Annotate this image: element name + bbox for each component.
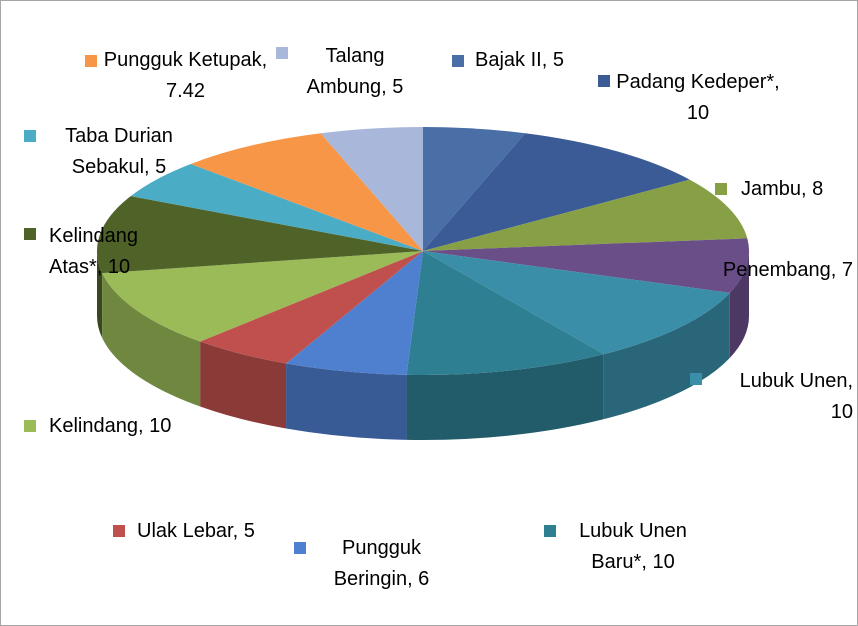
slice-side bbox=[97, 251, 103, 339]
slice bbox=[423, 179, 748, 251]
data-label: Kelindang, 10 bbox=[49, 415, 172, 437]
legend-marker bbox=[24, 130, 36, 142]
data-label: Pungguk Beringin, 6 bbox=[333, 537, 430, 590]
legend-marker bbox=[544, 525, 556, 537]
data-label: Penembang, 7 bbox=[722, 259, 853, 281]
slice-side bbox=[406, 354, 604, 440]
legend-marker bbox=[113, 525, 125, 537]
slice bbox=[423, 251, 730, 355]
legend-marker bbox=[452, 55, 464, 67]
data-label: Jambu, 8 bbox=[741, 178, 824, 200]
slice bbox=[423, 127, 526, 251]
slice bbox=[406, 251, 604, 375]
legend-marker bbox=[24, 228, 36, 240]
legend-marker bbox=[294, 542, 306, 554]
slice bbox=[130, 163, 423, 251]
legend-marker bbox=[690, 373, 702, 385]
slice bbox=[286, 251, 423, 375]
data-label: Taba Durian Sebakul, 5 bbox=[65, 125, 173, 178]
slice bbox=[102, 251, 423, 342]
legend-marker bbox=[276, 47, 288, 59]
slice-side bbox=[603, 292, 730, 420]
data-label: Ulak Lebar, 5 bbox=[137, 520, 255, 542]
data-label: Talang Ambung, 5 bbox=[306, 45, 404, 98]
slice bbox=[423, 133, 690, 251]
slice bbox=[320, 127, 423, 251]
data-label: Kelindang Atas*, 10 bbox=[49, 225, 138, 278]
slice-side bbox=[286, 363, 407, 440]
legend-marker bbox=[24, 420, 36, 432]
slice bbox=[96, 196, 423, 274]
slice bbox=[190, 133, 423, 251]
legend-marker bbox=[598, 75, 610, 87]
slice-side bbox=[200, 341, 287, 429]
data-label: Lubuk Unen, 10 bbox=[739, 370, 853, 423]
data-label: Pungguk Ketupak, 7.42 bbox=[103, 49, 268, 102]
slice bbox=[200, 251, 423, 364]
data-label: Lubuk Unen Baru*, 10 bbox=[579, 520, 687, 573]
data-label: Bajak II, 5 bbox=[475, 49, 564, 71]
slice-side bbox=[729, 251, 749, 358]
legend-marker bbox=[715, 183, 727, 195]
data-label: Padang Kedeper*, 10 bbox=[616, 71, 780, 124]
slice-side bbox=[102, 273, 201, 407]
slice bbox=[423, 238, 749, 293]
legend-marker bbox=[85, 55, 97, 67]
